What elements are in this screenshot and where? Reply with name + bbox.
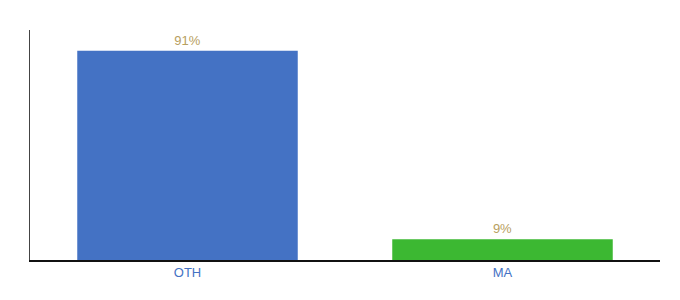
svg-text:OTH: OTH — [174, 265, 201, 280]
svg-text:MA: MA — [493, 265, 513, 280]
svg-text:91%: 91% — [174, 33, 200, 48]
svg-text:9%: 9% — [493, 221, 512, 236]
